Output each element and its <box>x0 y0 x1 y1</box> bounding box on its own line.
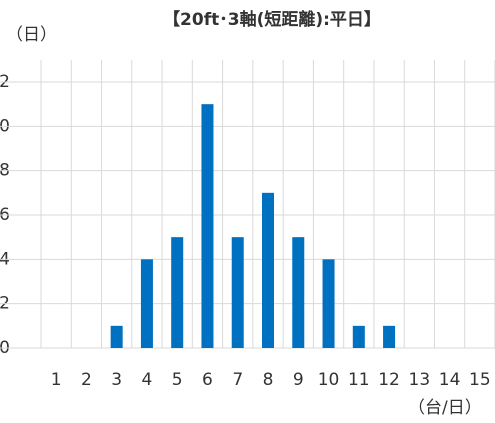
chart-title: 【20ft･3軸(短距離):平日】 <box>163 9 381 30</box>
x-tick-label: 6 <box>202 370 213 390</box>
bar <box>383 325 396 348</box>
bar <box>292 237 305 348</box>
bar <box>110 325 123 348</box>
x-tick-label: 13 <box>409 370 431 390</box>
x-tick-label: 7 <box>232 370 243 390</box>
x-tick-label: 8 <box>263 370 274 390</box>
bar <box>140 259 153 348</box>
bar <box>171 237 184 348</box>
x-tick-label: 15 <box>469 370 491 390</box>
x-tick-label: 10 <box>318 370 340 390</box>
bar <box>231 237 244 348</box>
x-tick-label: 14 <box>439 370 461 390</box>
x-tick-label: 3 <box>111 370 122 390</box>
x-tick-label: 11 <box>348 370 370 390</box>
x-tick-label: 1 <box>51 370 62 390</box>
x-tick-label: 2 <box>81 370 92 390</box>
bar <box>201 104 214 349</box>
x-tick-label: 9 <box>293 370 304 390</box>
y-axis-label: （日） <box>6 25 57 45</box>
x-tick-label: 4 <box>142 370 153 390</box>
bar <box>262 192 274 348</box>
x-tick-label: 5 <box>172 370 183 390</box>
x-axis-label: （台/日） <box>408 398 482 418</box>
x-tick-label: 12 <box>378 370 400 390</box>
bar <box>322 259 335 348</box>
bar <box>352 325 365 348</box>
